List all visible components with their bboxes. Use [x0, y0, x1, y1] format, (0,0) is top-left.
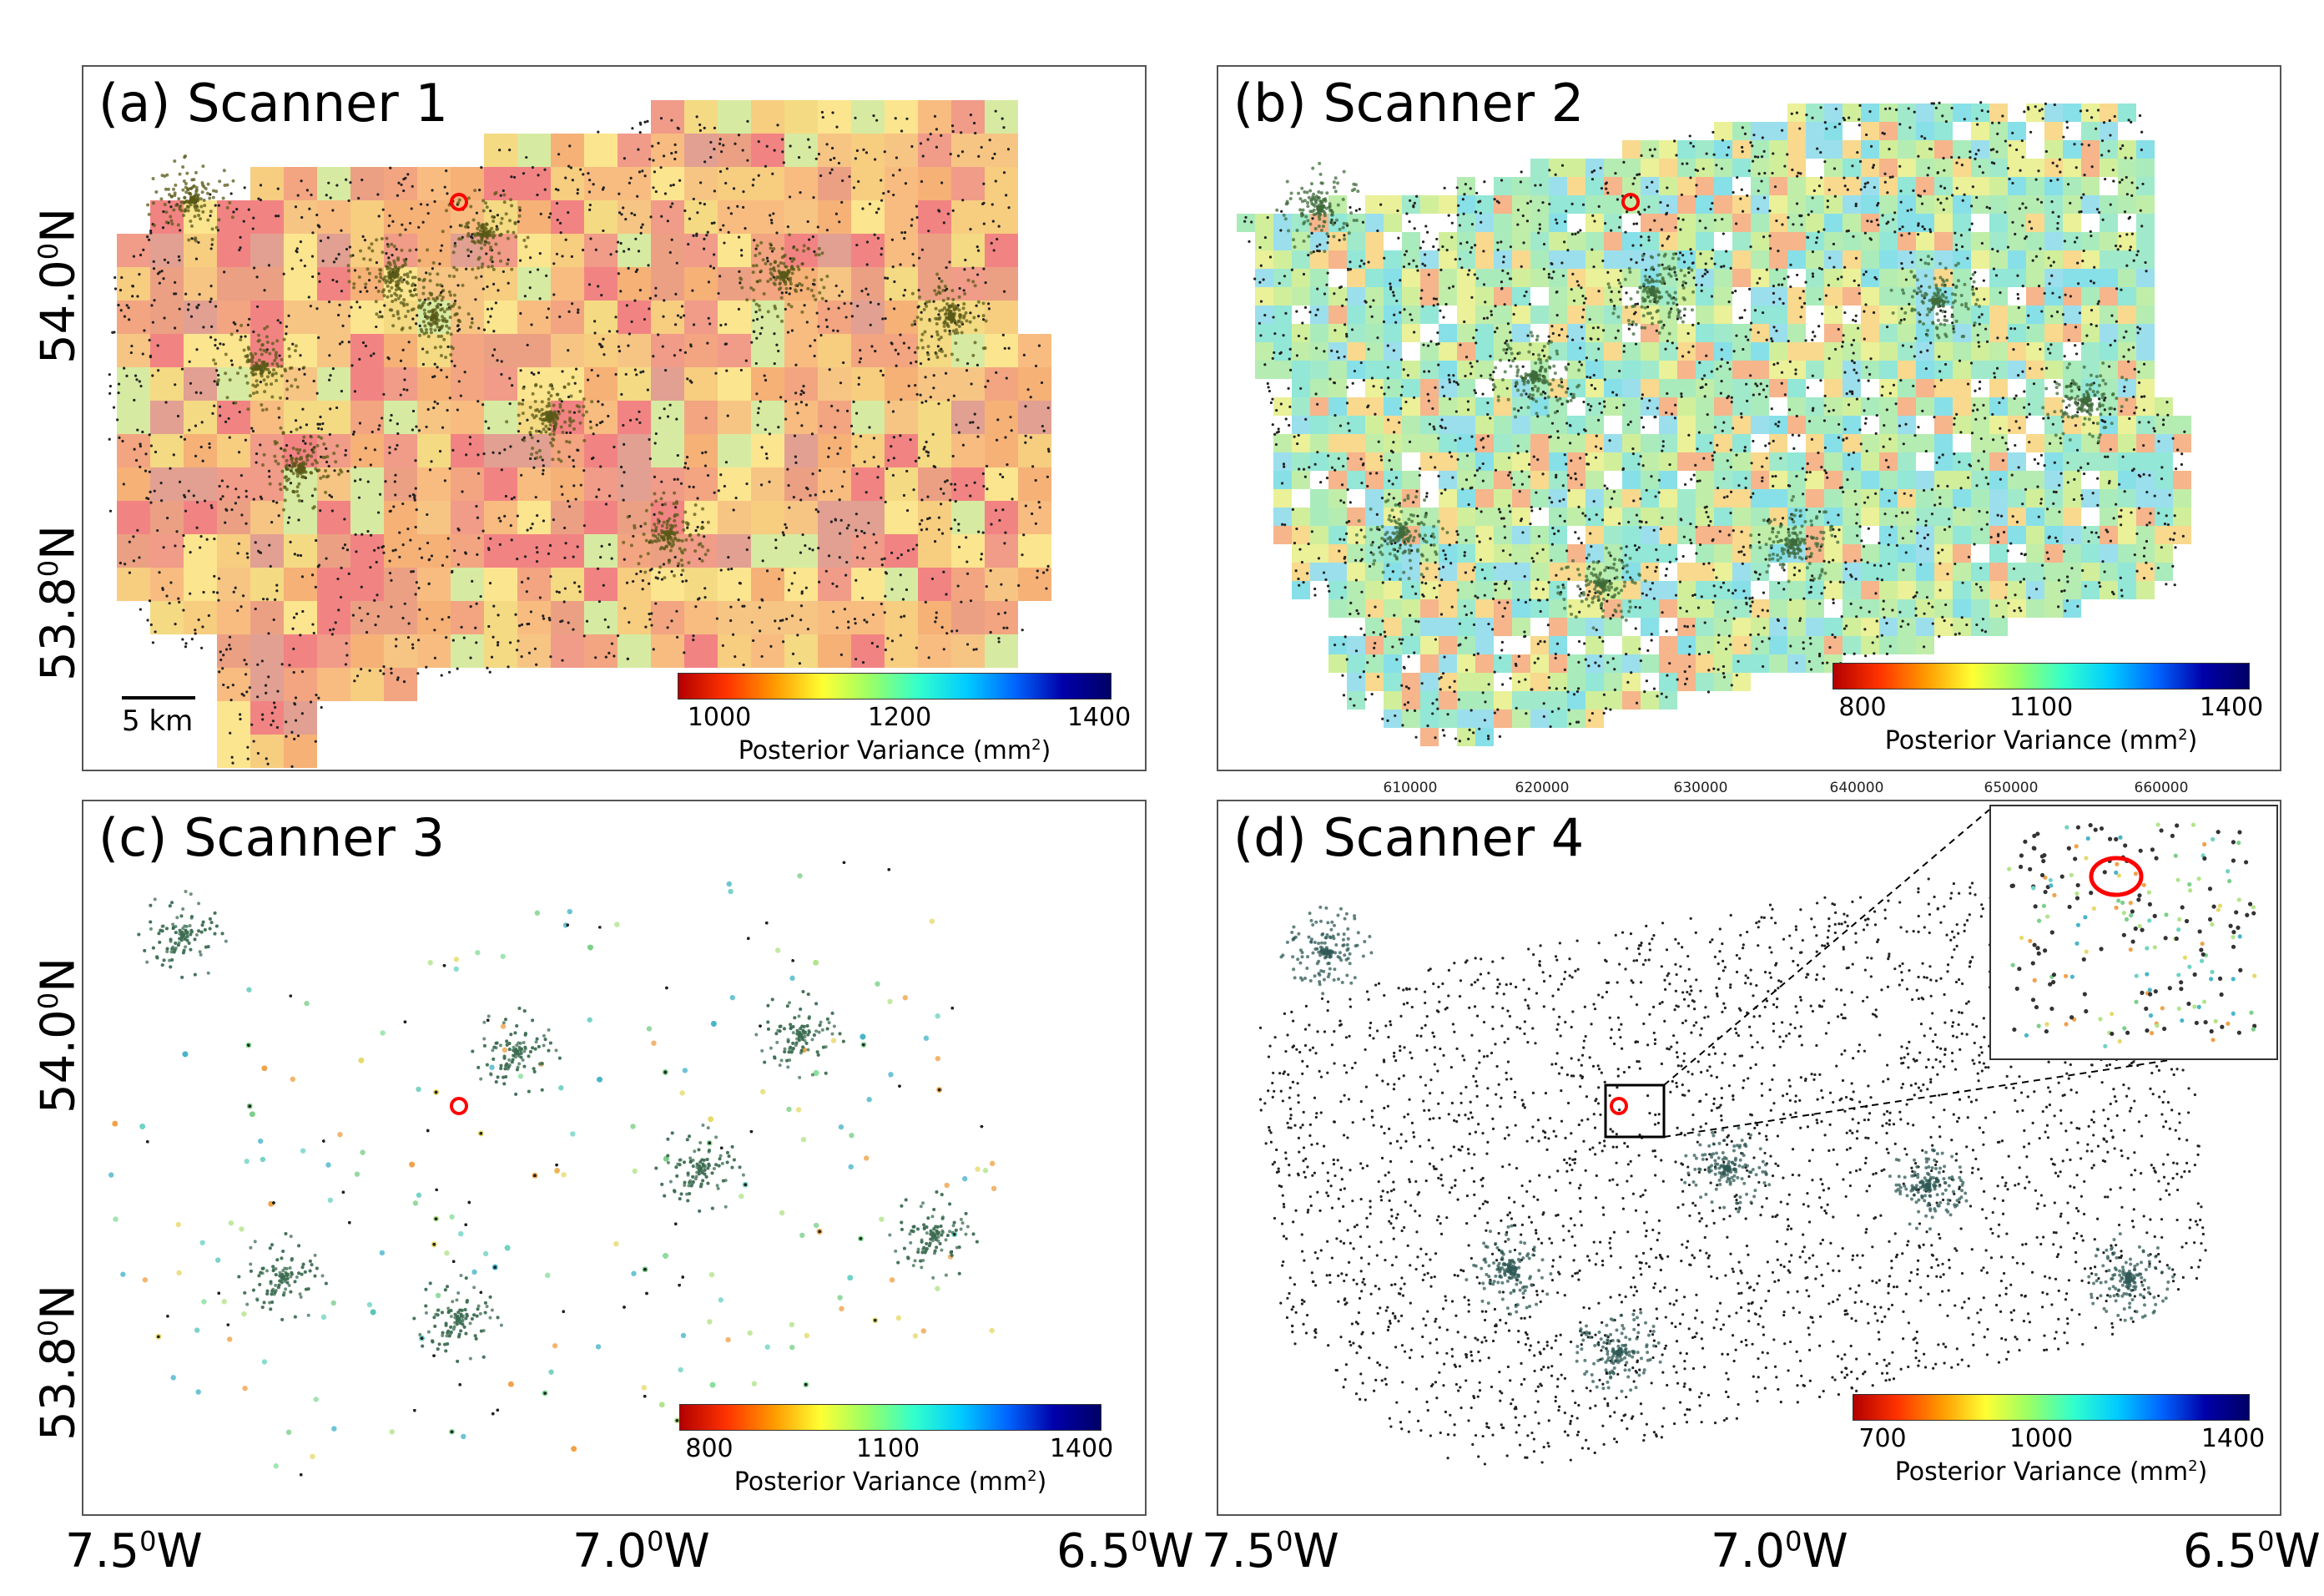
colorbar-gradient	[679, 1404, 1102, 1431]
colorbar: 1000 1200 1400 Posterior Variance (mm2)	[678, 673, 1131, 765]
panel-title: (a) Scanner 1	[98, 74, 448, 132]
colorbar: 800 1100 1400 Posterior Variance (mm2)	[1832, 663, 2263, 755]
x-axis-label-7-5: 7.50W	[1202, 1524, 1339, 1578]
colorbar-tick: 1100	[2009, 693, 2073, 722]
colorbar-tick: 700	[1858, 1424, 1906, 1453]
colorbar: 700 1000 1400 Posterior Variance (mm2)	[1853, 1394, 2265, 1487]
panel-title: (b) Scanner 2	[1233, 74, 1584, 132]
panel-scanner-3: (c) Scanner 3 800 1100 1400 Posterior Va…	[82, 800, 1147, 1516]
x-axis-label-6-5: 6.50W	[2183, 1524, 2321, 1578]
easting-tick: 660000	[2135, 780, 2189, 796]
y-axis-label-54-0: 54.00N	[32, 952, 86, 1119]
zoom-inset	[1989, 805, 2278, 1060]
colorbar-tick: 800	[685, 1434, 733, 1463]
easting-tick: 610000	[1384, 780, 1438, 796]
colorbar-tick: 1100	[856, 1434, 920, 1463]
colorbar-gradient	[678, 673, 1112, 700]
easting-tick: 630000	[1674, 780, 1728, 796]
scale-bar-label: 5 km	[122, 705, 193, 738]
panel-title: (d) Scanner 4	[1233, 809, 1584, 866]
colorbar-label: Posterior Variance (mm2)	[1853, 1457, 2250, 1487]
y-axis-label-53-8: 53.80N	[32, 520, 86, 687]
map-scanner-2	[1237, 101, 2191, 746]
map-scanner-3	[108, 861, 997, 1477]
panel-scanner-2: (b) Scanner 2 800 1100 1400 Posterior Va…	[1217, 65, 2281, 771]
map-scanner-1	[108, 100, 1051, 768]
colorbar-gradient	[1853, 1394, 2250, 1421]
colorbar-tick: 1200	[868, 703, 931, 732]
easting-tick: 640000	[1830, 780, 1884, 796]
panel-title: (c) Scanner 3	[98, 809, 445, 866]
colorbar-tick: 1000	[2009, 1424, 2073, 1453]
y-axis-label-54-0: 54.00N	[32, 203, 86, 370]
map-scanner-4	[1258, 809, 2207, 1466]
easting-tick: 620000	[1515, 780, 1570, 796]
colorbar-tick: 800	[1838, 693, 1886, 722]
colorbar-tick: 1000	[688, 703, 751, 732]
colorbar-tick: 1400	[2201, 1424, 2265, 1453]
colorbar-tick: 1400	[2200, 693, 2263, 722]
colorbar: 800 1100 1400 Posterior Variance (mm2)	[679, 1404, 1113, 1497]
colorbar-label: Posterior Variance (mm2)	[678, 736, 1112, 765]
panel-scanner-4: (d) Scanner 4 700 1000 1400 Posterior Va…	[1217, 800, 2281, 1516]
x-axis-label-6-5: 6.50W	[1056, 1524, 1194, 1578]
colorbar-label: Posterior Variance (mm2)	[679, 1467, 1102, 1497]
x-axis-label-7-5: 7.50W	[65, 1524, 203, 1578]
colorbar-label: Posterior Variance (mm2)	[1832, 726, 2250, 755]
easting-tick: 650000	[1984, 780, 2039, 796]
panel-scanner-1: (a) Scanner 1 5 km 1000 1200 1400 Poster…	[82, 65, 1147, 771]
colorbar-tick: 1400	[1050, 1434, 1113, 1463]
x-axis-label-7-0: 7.00W	[1711, 1524, 1848, 1578]
x-axis-label-7-0: 7.00W	[572, 1524, 710, 1578]
y-axis-label-53-8: 53.80N	[32, 1280, 86, 1447]
colorbar-gradient	[1832, 663, 2250, 689]
colorbar-tick: 1400	[1067, 703, 1131, 732]
zoom-inset-map	[2007, 822, 2257, 1048]
